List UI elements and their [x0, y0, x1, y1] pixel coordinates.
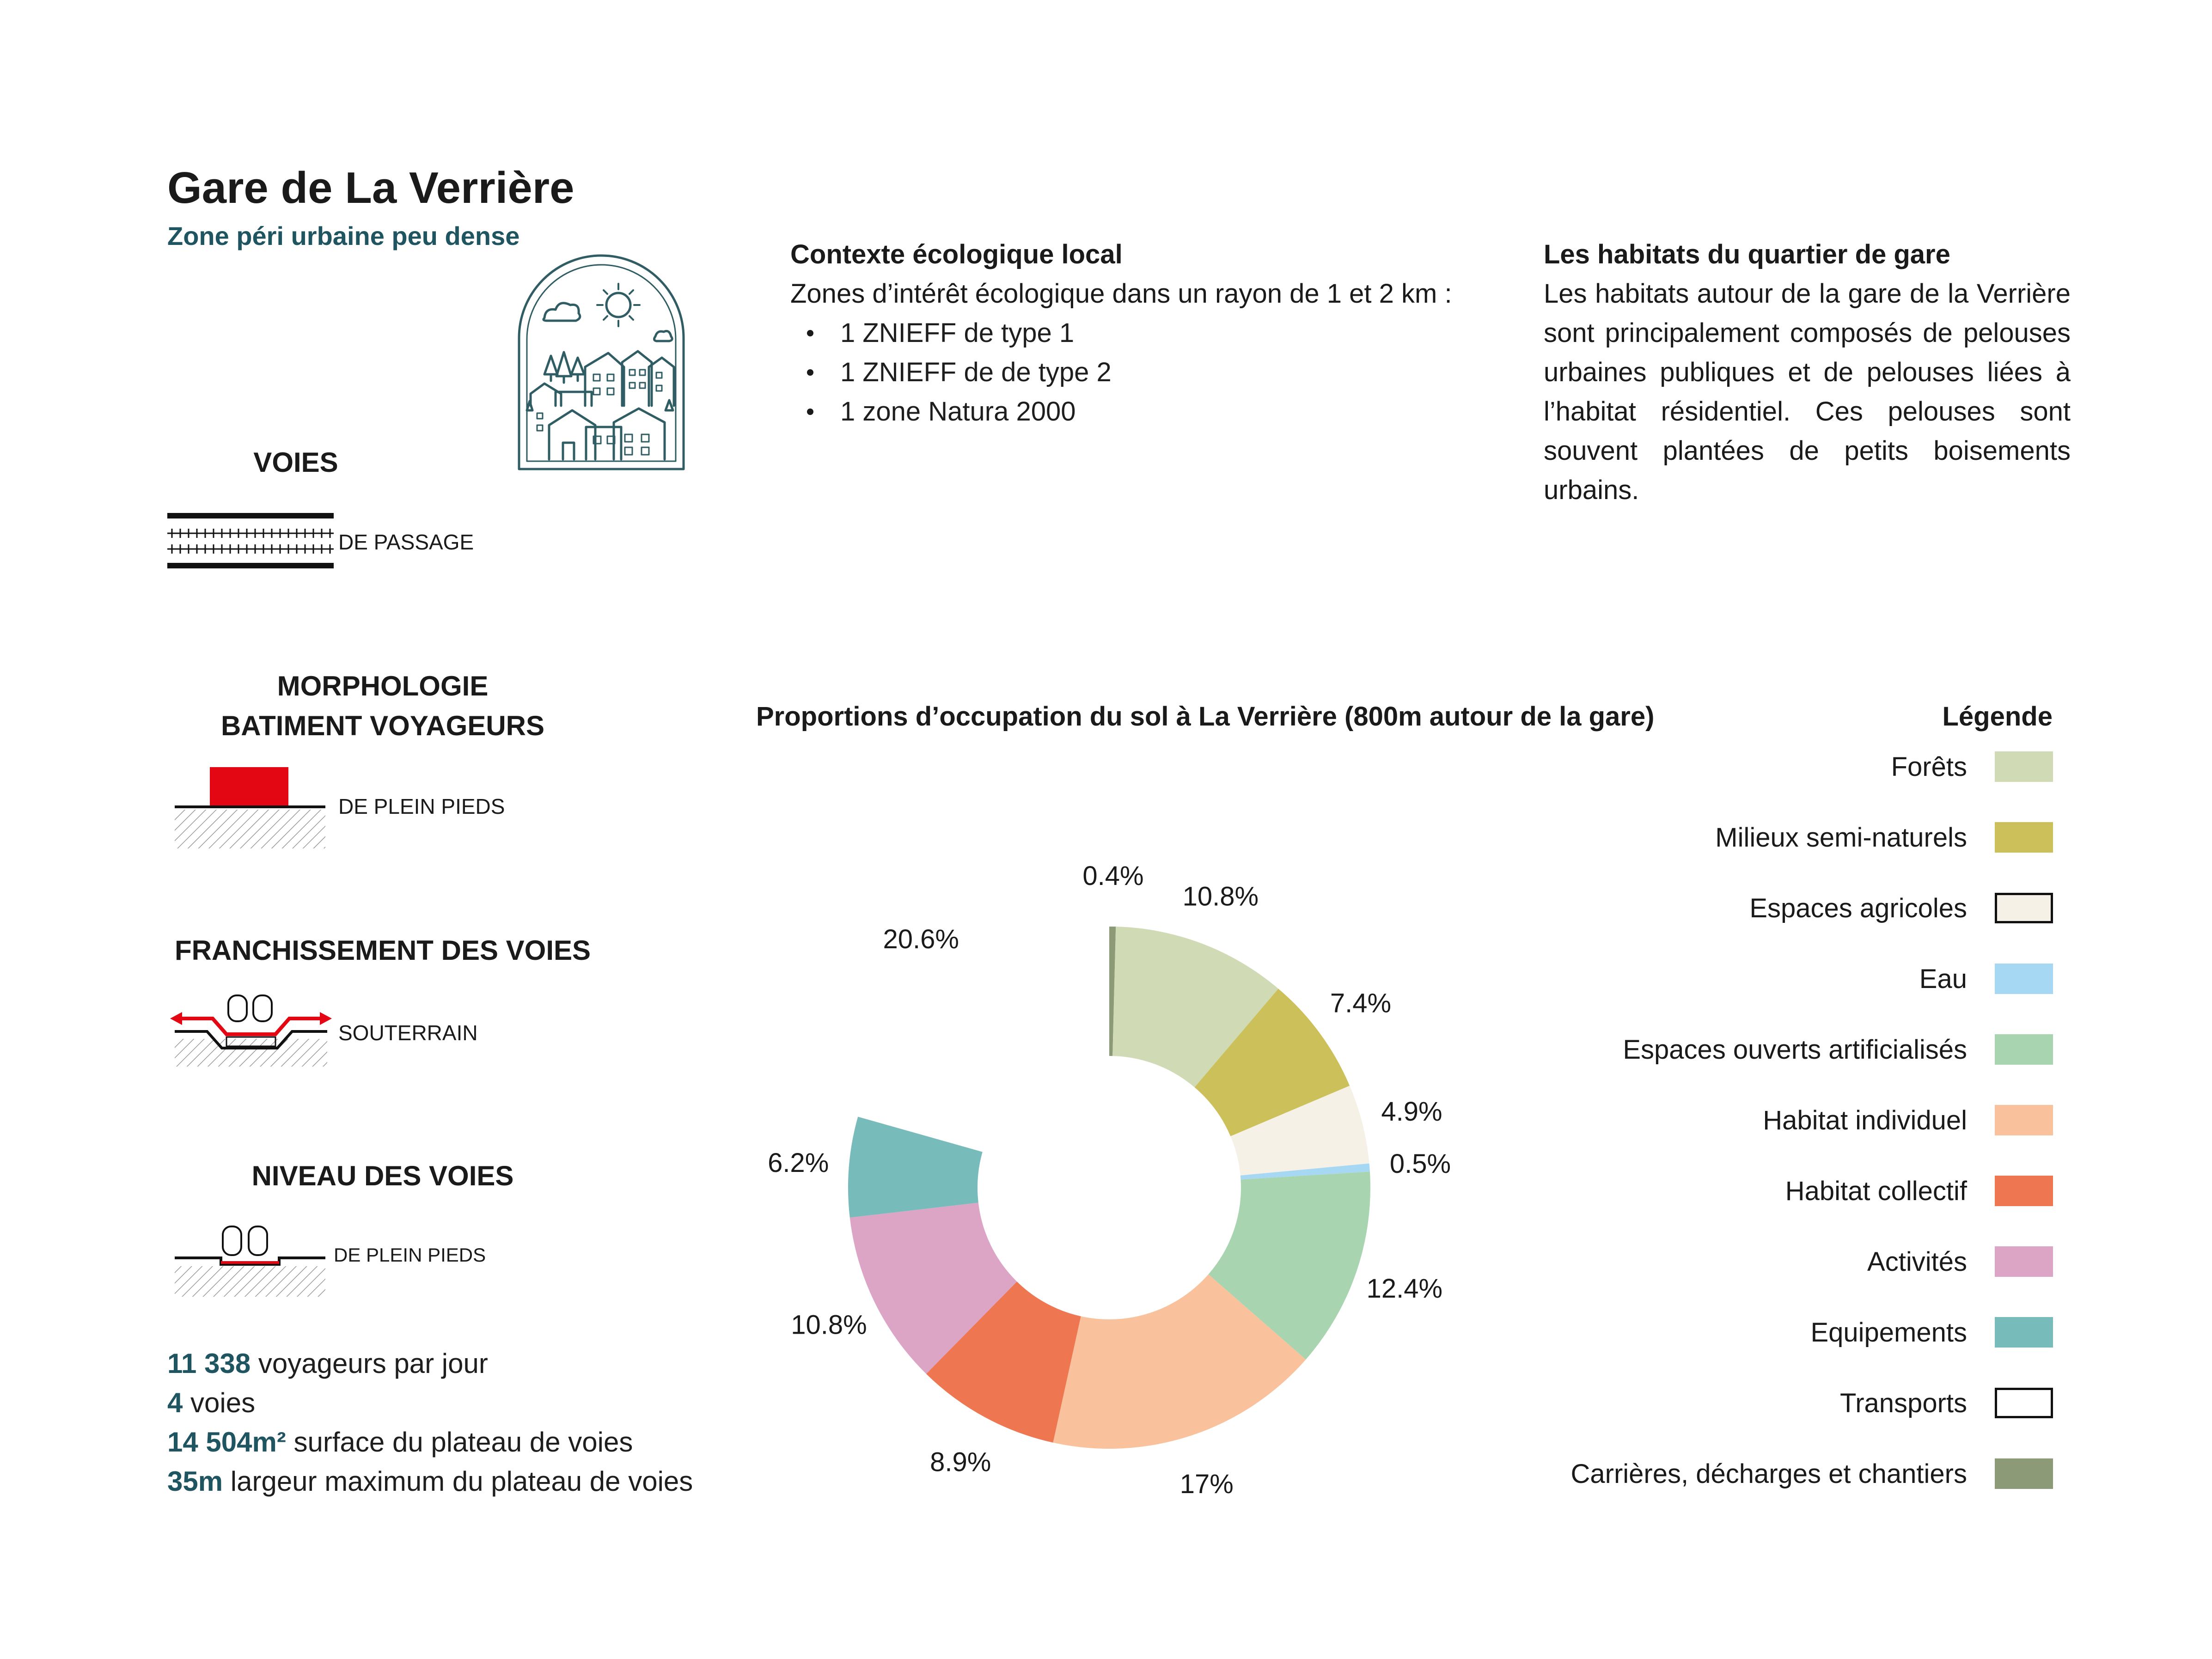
legend-swatch	[1995, 1176, 2053, 1206]
page-title: Gare de La Verrière	[167, 163, 574, 213]
contexte-section: Contexte écologique local Zones d’intérê…	[790, 235, 1511, 431]
legend-swatch	[1995, 751, 2053, 782]
tracks-level-icon	[175, 1226, 325, 1297]
donut-slice	[1240, 1163, 1370, 1180]
legend-swatch	[1995, 1388, 2053, 1418]
niveau-label: DE PLEIN PIEDS	[334, 1244, 486, 1266]
underground-crossing-icon	[170, 994, 332, 1067]
legend-label: Carrières, décharges et chantiers	[1570, 1458, 1967, 1489]
habitats-text: Les habitats autour de la gare de la Ver…	[1544, 279, 2071, 505]
legend-label: Habitat individuel	[1763, 1105, 1967, 1135]
contexte-intro: Zones d’intérêt écologique dans un rayon…	[790, 279, 1452, 309]
stat-travelers: 11 338 voyageurs par jour	[167, 1344, 693, 1383]
legend-label: Espaces ouverts artificialisés	[1623, 1034, 1967, 1065]
stat-tracks: 4 voies	[167, 1383, 693, 1422]
legend-label: Milieux semi-naturels	[1715, 822, 1967, 853]
contexte-heading: Contexte écologique local	[790, 239, 1123, 269]
slice-label: 10.8%	[791, 1310, 867, 1340]
morphologie-label: DE PLEIN PIEDS	[338, 794, 505, 818]
legend-label: Habitat collectif	[1785, 1176, 1967, 1206]
stat-value: 11 338	[167, 1348, 251, 1379]
legend-swatch	[1995, 1034, 2053, 1065]
donut-slice	[1194, 988, 1350, 1136]
legend-item: Equipements	[1810, 1316, 2053, 1348]
morphologie-heading-line2: BATIMENT VOYAGEURS	[220, 710, 545, 741]
franchissement-heading: FRANCHISSEMENT DES VOIES	[174, 935, 591, 966]
stat-surface: 14 504m² surface du plateau de voies	[167, 1422, 693, 1462]
voies-heading: VOIES	[253, 447, 338, 478]
stat-value: 14 504m²	[167, 1427, 286, 1458]
legend-label: Espaces agricoles	[1749, 893, 1967, 923]
donut-slice	[1230, 1086, 1369, 1176]
donut-slice	[858, 927, 1109, 1152]
slice-label: 0.4%	[1082, 861, 1143, 891]
legend-item: Carrières, décharges et chantiers	[1570, 1458, 2053, 1490]
legend-swatch	[1995, 964, 2053, 994]
morphologie-heading-line1: MORPHOLOGIE	[277, 671, 489, 701]
stat-value: 4	[167, 1387, 183, 1418]
slice-label: 0.5%	[1390, 1149, 1451, 1179]
legend-item: Milieux semi-naturels	[1715, 821, 2053, 854]
city-nature-icon	[518, 254, 685, 470]
stat-text: voies	[183, 1387, 256, 1418]
list-item: 1 zone Natura 2000	[790, 392, 1511, 431]
donut-slice	[1208, 1171, 1370, 1360]
legend-title: Légende	[1942, 701, 2053, 732]
legend-label: Activités	[1867, 1246, 1967, 1277]
slice-label: 20.6%	[883, 924, 959, 954]
donut-slice	[1053, 1274, 1306, 1449]
legend-label: Equipements	[1810, 1317, 1967, 1348]
stat-width: 35m largeur maximum du plateau de voies	[167, 1462, 693, 1501]
slice-label: 7.4%	[1330, 988, 1391, 1018]
donut-slice	[849, 1202, 1017, 1374]
chart-title: Proportions d’occupation du sol à La Ver…	[756, 701, 1655, 732]
legend-item: Eau	[1919, 963, 2053, 995]
stat-text: voyageurs par jour	[251, 1348, 488, 1379]
donut-slice	[1112, 927, 1278, 1087]
franchissement-label: SOUTERRAIN	[338, 1021, 478, 1045]
legend-label: Transports	[1839, 1388, 1967, 1418]
habitats-section: Les habitats du quartier de gare Les hab…	[1544, 235, 2071, 510]
chart-legend: Forêts Milieux semi-naturels Espaces agric…	[1479, 750, 2053, 1508]
contexte-list: 1 ZNIEFF de type 1 1 ZNIEFF de de type 2…	[790, 313, 1511, 431]
legend-swatch	[1995, 822, 2053, 853]
donut-chart: 0.4% 10.8% 7.4% 4.9% 0.5% 12.4% 17% 8.9% 10.8% 6.…	[768, 861, 1451, 1497]
page-subtitle: Zone péri urbaine peu dense	[167, 221, 520, 250]
legend-item: Transports	[1840, 1387, 2053, 1419]
legend-item: Espaces ouverts artificialisés	[1623, 1033, 2053, 1066]
legend-label: Eau	[1919, 964, 1967, 994]
donut-slice	[926, 1281, 1081, 1443]
building-ground-level-icon	[175, 767, 325, 848]
legend-item: Forêts	[1891, 750, 2053, 783]
niveau-heading: NIVEAU DES VOIES	[251, 1160, 514, 1191]
legend-swatch	[1995, 1105, 2053, 1135]
slice-label: 17%	[1180, 1469, 1234, 1497]
habitats-heading: Les habitats du quartier de gare	[1544, 239, 1950, 269]
slice-label: 12.4%	[1367, 1274, 1442, 1304]
stats-block: 11 338 voyageurs par jour 4 voies 14 504…	[167, 1344, 693, 1501]
slice-label: 8.9%	[930, 1447, 991, 1477]
stat-text: surface du plateau de voies	[286, 1427, 633, 1458]
legend-item: Habitat individuel	[1763, 1104, 2053, 1136]
donut-slice	[848, 1116, 983, 1218]
slice-label: 4.9%	[1381, 1097, 1442, 1127]
stat-text: largeur maximum du plateau de voies	[223, 1466, 693, 1497]
list-item: 1 ZNIEFF de type 1	[790, 313, 1511, 353]
voies-label: DE PASSAGE	[338, 530, 474, 554]
donut-slice	[1109, 927, 1116, 1056]
legend-swatch	[1995, 1317, 2053, 1348]
list-item: 1 ZNIEFF de de type 2	[790, 353, 1511, 392]
legend-swatch	[1995, 893, 2053, 923]
legend-item: Espaces agricoles	[1749, 892, 2053, 924]
legend-item: Habitat collectif	[1785, 1175, 2053, 1207]
legend-swatch	[1995, 1458, 2053, 1489]
slice-label: 6.2%	[768, 1148, 829, 1178]
legend-label: Forêts	[1891, 751, 1967, 782]
legend-swatch	[1995, 1246, 2053, 1277]
legend-item: Activités	[1867, 1245, 2053, 1278]
slice-label: 10.8%	[1183, 881, 1259, 911]
stat-value: 35m	[167, 1466, 223, 1497]
passing-tracks-icon	[167, 513, 334, 568]
